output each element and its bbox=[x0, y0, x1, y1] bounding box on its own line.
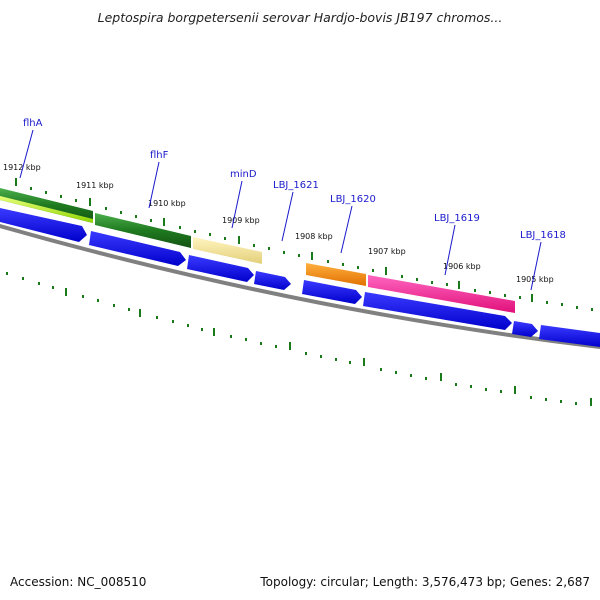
topology-summary: Topology: circular; Length: 3,576,473 bp… bbox=[260, 575, 590, 589]
scale-label: 1908 kbp bbox=[295, 232, 333, 241]
gene-label-lbj1621: LBJ_1621 bbox=[273, 180, 319, 191]
scale-label: 1905 kbp bbox=[516, 275, 554, 284]
gene-label-lbj1618: LBJ_1618 bbox=[520, 230, 566, 241]
cds-arrow[interactable] bbox=[363, 292, 512, 330]
outer-tick-track bbox=[15, 178, 593, 311]
cds-arrow[interactable] bbox=[512, 321, 538, 337]
gene-label-lbj1619: LBJ_1619 bbox=[434, 213, 480, 224]
gene-label-flha: flhA bbox=[23, 118, 43, 129]
cds-arrow[interactable] bbox=[187, 255, 254, 282]
accession-text: Accession: NC_008510 bbox=[10, 575, 147, 589]
gene-label-flhf: flhF bbox=[150, 150, 169, 161]
cds-arrow[interactable] bbox=[89, 231, 186, 266]
scale-label: 1911 kbp bbox=[76, 181, 114, 190]
cds-arrow[interactable] bbox=[254, 271, 291, 290]
cds-arrow[interactable] bbox=[0, 208, 87, 242]
cds-track bbox=[0, 208, 600, 347]
feature-mind[interactable] bbox=[193, 237, 262, 264]
scale-label: 1909 kbp bbox=[222, 216, 260, 225]
scale-labels: 1912 kbp 1911 kbp 1910 kbp 1909 kbp 1908… bbox=[3, 163, 554, 284]
inner-tick-track bbox=[6, 272, 592, 406]
cds-arrow[interactable] bbox=[302, 280, 362, 304]
feature-flha-lime bbox=[0, 196, 93, 223]
scale-label: 1912 kbp bbox=[3, 163, 41, 172]
label-leader-lines bbox=[19, 129, 542, 291]
feature-flhf[interactable] bbox=[95, 213, 191, 248]
gene-label-mind: minD bbox=[230, 169, 257, 180]
gene-labels: flhA flhF minD LBJ_1621 LBJ_1620 LBJ_161… bbox=[23, 118, 566, 241]
feature-lbj1619[interactable] bbox=[368, 275, 515, 313]
cds-arrow[interactable] bbox=[539, 325, 600, 347]
backbone-line bbox=[0, 224, 600, 349]
feature-track bbox=[0, 188, 515, 313]
feature-lbj1620[interactable] bbox=[306, 263, 366, 286]
map-title: Leptospira borgpetersenii serovar Hardjo… bbox=[97, 10, 503, 25]
scale-label: 1906 kbp bbox=[443, 262, 481, 271]
scale-label: 1910 kbp bbox=[148, 199, 186, 208]
scale-label: 1907 kbp bbox=[368, 247, 406, 256]
gene-label-lbj1620: LBJ_1620 bbox=[330, 194, 376, 205]
